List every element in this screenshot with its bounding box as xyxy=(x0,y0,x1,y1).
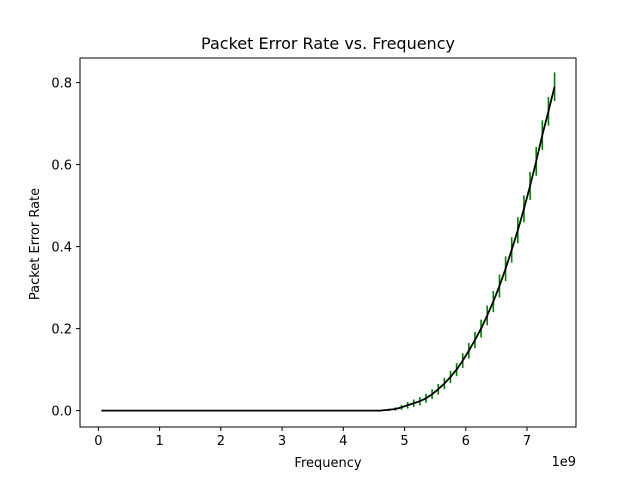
y-axis-label: Packet Error Rate xyxy=(28,188,43,300)
plot-area: 0 1 2 3 4 5 6 7 0.0 0.2 0.4 0.6 0.8 xyxy=(51,57,577,449)
x-tick-label: 6 xyxy=(462,434,470,449)
x-tick-label: 4 xyxy=(339,434,347,449)
x-tick-label: 7 xyxy=(523,434,531,449)
y-tick-label: 0.0 xyxy=(51,405,72,420)
y-tick-label: 0.2 xyxy=(51,323,72,338)
y-tick-label: 0.8 xyxy=(51,77,72,92)
x-tick-label: 2 xyxy=(217,434,225,449)
chart-title: Packet Error Rate vs. Frequency xyxy=(201,34,455,53)
x-tick-label: 5 xyxy=(400,434,408,449)
x-tick-label: 1 xyxy=(155,434,163,449)
x-tick-label: 0 xyxy=(94,434,102,449)
plot-frame xyxy=(79,57,577,428)
series-line xyxy=(101,86,556,412)
x-axis-label: Frequency xyxy=(294,456,361,471)
x-axis-offset-label: 1e9 xyxy=(551,455,576,470)
y-tick-label: 0.6 xyxy=(51,159,72,174)
y-tick-label: 0.4 xyxy=(51,241,72,256)
x-tick-label: 3 xyxy=(278,434,286,449)
